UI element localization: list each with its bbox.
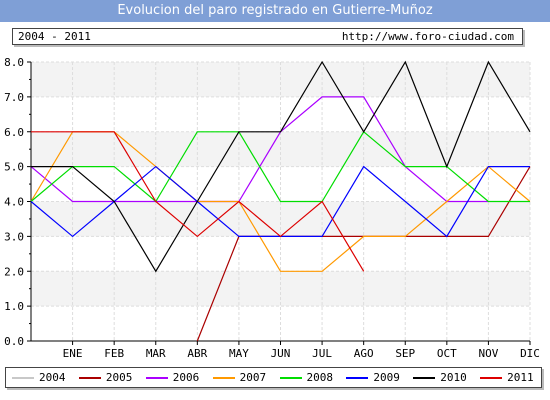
legend-swatch [346, 377, 369, 379]
y-tick-label: 2.0 [4, 265, 24, 278]
series-line-2011 [31, 131, 365, 272]
legend-swatch [279, 377, 302, 379]
x-tick-label: MAR [146, 347, 166, 360]
legend-swatch [145, 377, 168, 379]
y-tick-label: 6.0 [4, 126, 24, 139]
legend-label: 2006 [172, 371, 200, 384]
x-tick-label: OCT [437, 347, 457, 360]
legend-swatch [12, 377, 34, 379]
legend-label: 2010 [440, 371, 467, 384]
y-tick-label: 0.0 [4, 335, 24, 348]
x-tick-label: ENE [63, 347, 83, 360]
x-tick-label: NOV [478, 347, 498, 360]
title-bar: Evolucion del paro registrado en Gutierr… [0, 0, 550, 22]
x-tick-label: SEP [395, 347, 415, 360]
x-tick-label: JUL [312, 347, 332, 360]
legend-swatch [413, 377, 436, 379]
legend-label: 2011 [507, 371, 534, 384]
legend-label: 2007 [239, 371, 267, 384]
period-label: 2004 - 2011 [18, 30, 91, 43]
legend-label: 2009 [373, 371, 400, 384]
legend-swatch [480, 377, 503, 379]
x-tick-label: FEB [104, 347, 124, 360]
x-tick-label: MAY [229, 347, 249, 360]
chart-legend: 2004 2005 2006 2007 2008 2009 2010 2011 [5, 367, 542, 388]
legend-label: 2005 [105, 371, 133, 384]
y-tick-label: 8.0 [4, 56, 24, 69]
legend-swatch [78, 377, 101, 379]
chart-title: Evolucion del paro registrado en Gutierr… [117, 3, 433, 18]
x-tick-label: ABR [187, 347, 207, 360]
legend-swatch [212, 377, 235, 379]
source-url[interactable]: http://www.foro-ciudad.com [341, 30, 514, 43]
info-bar: 2004 - 2011 http://www.foro-ciudad.com [12, 28, 523, 45]
legend-label: 2008 [306, 371, 334, 384]
x-tick-label: DIC [520, 347, 540, 360]
x-tick-label: JUN [271, 347, 291, 360]
y-tick-label: 1.0 [4, 300, 24, 313]
legend-label: 2004 [39, 371, 66, 384]
y-tick-label: 7.0 [4, 91, 24, 104]
series-line-2010 [31, 60, 531, 273]
x-tick-label: AGO [354, 347, 374, 360]
y-tick-label: 3.0 [4, 230, 24, 243]
y-tick-label: 4.0 [4, 196, 24, 209]
y-tick-label: 5.0 [4, 161, 24, 174]
